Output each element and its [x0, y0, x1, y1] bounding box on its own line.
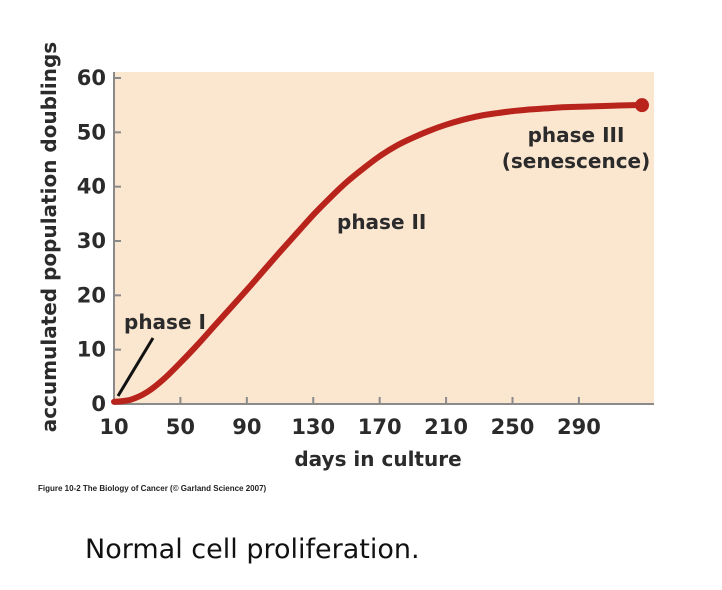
- x-tick-label: 10: [99, 415, 128, 439]
- phase-iii-label: phase III: [528, 123, 625, 147]
- x-tick-label: 50: [166, 415, 195, 439]
- y-tick-label: 30: [77, 229, 106, 253]
- y-tick-label: 20: [77, 283, 106, 307]
- senescence-label: (senescence): [502, 149, 651, 173]
- phase-ii-label: phase II: [337, 210, 426, 234]
- series-end-marker: [635, 98, 649, 113]
- x-tick-label: 90: [232, 415, 261, 439]
- y-tick-label: 10: [77, 338, 106, 362]
- x-axis-title: days in culture: [294, 447, 461, 471]
- x-tick-label: 170: [358, 415, 402, 439]
- x-tick-label: 210: [424, 415, 468, 439]
- series-line: [111, 102, 645, 405]
- y-tick-label: 40: [77, 175, 106, 199]
- phase-i-leader-line: [116, 337, 155, 397]
- y-tick-label: 50: [77, 120, 106, 144]
- y-tick-label: 0: [91, 392, 106, 416]
- plot-area: [114, 72, 654, 404]
- figure-credit: Figure 10-2 The Biology of Cancer (© Gar…: [38, 484, 267, 493]
- y-axis-title: accumulated population doublings: [37, 42, 61, 432]
- phase-i-label: phase I: [124, 310, 206, 334]
- x-tick-label: 130: [291, 415, 335, 439]
- y-tick-label: 60: [77, 66, 106, 90]
- figure-caption: Normal cell proliferation.: [85, 534, 420, 565]
- x-tick-label: 250: [491, 415, 535, 439]
- x-tick-label: 290: [557, 415, 601, 439]
